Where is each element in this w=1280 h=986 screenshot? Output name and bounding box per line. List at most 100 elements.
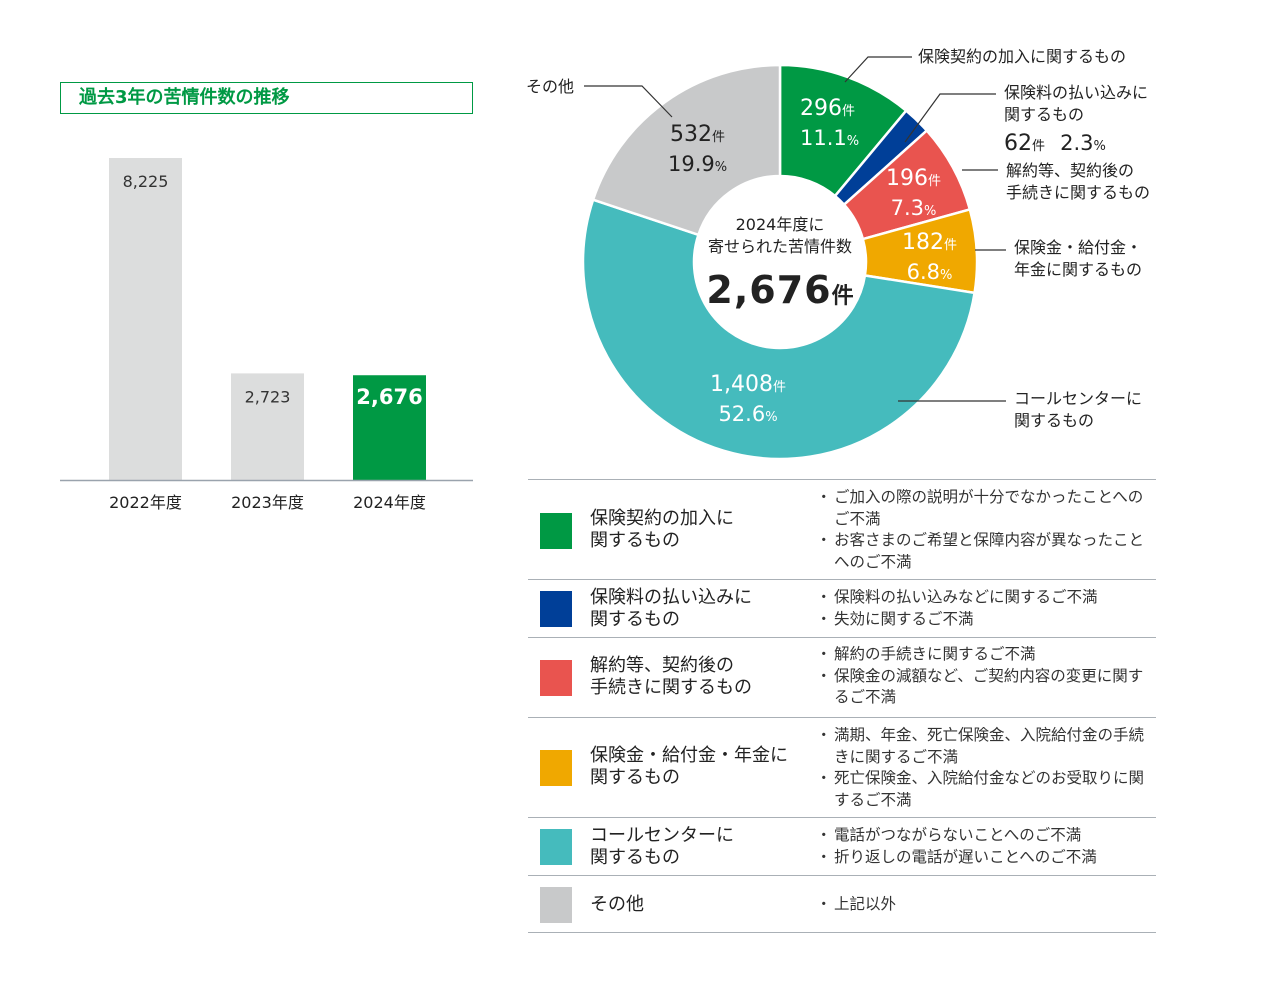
legend-category: 保険料の払い込みに 関するもの (590, 587, 752, 631)
legend-desc: 電話がつながらないことへのご不満 折り返しの電話が遅いことへのご不満 (816, 825, 1148, 868)
slice-pct: 7.3 (890, 196, 925, 220)
donut-slice-call (581, 198, 976, 461)
slice-unit: 件 (772, 380, 786, 395)
donut-center-line1: 2024年度に (735, 215, 825, 234)
bar-value-label: 8,225 (123, 172, 169, 191)
slice-unit: 件 (842, 104, 856, 119)
legend-row: 保険金・給付金・年金に 関するもの 満期、年金、死亡保険金、入院給付金の手続きに… (528, 717, 1156, 817)
legend-swatch (540, 829, 572, 865)
legend-desc-item: 保険金の減額など、ご契約内容の変更に関するご不満 (816, 666, 1148, 709)
slice-count: 1,408 (710, 372, 773, 397)
callout-line: 解約等、契約後の (1006, 161, 1135, 180)
legend-desc: 満期、年金、死亡保険金、入院給付金の手続きに関するご不満 死亡保険金、入院給付金… (816, 725, 1148, 811)
legend-desc-item: 電話がつながらないことへのご不満 (816, 825, 1148, 847)
legend-category-line: 保険金・給付金・年金に (590, 745, 788, 766)
legend-category-line: コールセンターに (590, 825, 734, 846)
slice-count: 196 (886, 166, 928, 191)
legend-category-line: 保険料の払い込みに (590, 587, 752, 608)
legend-desc-item: ご加入の際の説明が十分でなかったことへのご不満 (816, 487, 1148, 530)
callout-line: 年金に関するもの (1014, 260, 1143, 279)
slice-unit: 件 (944, 238, 958, 253)
legend-row: 保険料の払い込みに 関するもの 保険料の払い込みなどに関するご不満 失効に関する… (528, 579, 1156, 637)
legend-desc-item: 上記以外 (816, 894, 1148, 916)
slice-unit: 件 (712, 130, 726, 145)
legend-category-line: 関するもの (590, 609, 680, 630)
legend-table: 保険契約の加入に 関するもの ご加入の際の説明が十分でなかったことへのご不満 お… (528, 479, 1156, 933)
legend-row: 保険契約の加入に 関するもの ご加入の際の説明が十分でなかったことへのご不満 お… (528, 479, 1156, 579)
legend-desc: 保険料の払い込みなどに関するご不満 失効に関するご不満 (816, 587, 1148, 630)
legend-swatch (540, 750, 572, 786)
bar-chart-title: 過去3年の苦情件数の推移 (60, 82, 473, 114)
legend-swatch (540, 513, 572, 549)
bar-value-label: 2,723 (245, 387, 291, 406)
callout-value: 62 (1004, 131, 1032, 156)
donut-chart (581, 56, 1006, 461)
slice-pct-unit: % (924, 204, 937, 219)
legend-desc-item: 折り返しの電話が遅いことへのご不満 (816, 847, 1148, 869)
slice-label-hokenkin: 182件 6.8% (902, 230, 957, 289)
callout-line: 保険料の払い込みに (1004, 83, 1149, 102)
callout-line: コールセンターに (1014, 389, 1143, 408)
callout-kanyuu: 保険契約の加入に関するもの (918, 47, 1127, 66)
legend-category: 保険契約の加入に 関するもの (590, 508, 734, 552)
legend-category-line: 関するもの (590, 847, 680, 868)
donut-center-line2: 寄せられた苦情件数 (707, 237, 852, 256)
legend-swatch (540, 660, 572, 696)
bar-category-label: 2024年度 (353, 493, 426, 512)
legend-category: 解約等、契約後の 手続きに関するもの (590, 655, 752, 699)
slice-pct-unit: % (940, 268, 953, 283)
slice-unit: 件 (928, 174, 942, 189)
legend-desc: 上記以外 (816, 894, 1148, 916)
callout-pct-unit: % (1093, 139, 1106, 154)
legend-category: 保険金・給付金・年金に 関するもの (590, 745, 788, 789)
legend-swatch (540, 887, 572, 923)
callout-hokenkin: 保険金・給付金・ 年金に関するもの (1014, 237, 1142, 281)
legend-category: コールセンターに 関するもの (590, 825, 734, 869)
callout-haraikomi: 保険料の払い込みに 関するもの 62件 2.3% (1004, 82, 1148, 160)
slice-pct-unit: % (846, 134, 860, 149)
legend-category-line: その他 (590, 894, 644, 915)
legend-desc-item: お客さまのご希望と保障内容が異なったことへのご不満 (816, 530, 1148, 573)
donut-total-value: 2,676 (706, 268, 832, 312)
slice-pct-unit: % (714, 160, 728, 175)
slice-label-kaiyaku: 196件 7.3% (886, 166, 941, 225)
legend-desc: ご加入の際の説明が十分でなかったことへのご不満 お客さまのご希望と保障内容が異な… (816, 487, 1148, 573)
bar-category-label: 2022年度 (109, 493, 182, 512)
leader-haraikomi (904, 93, 996, 143)
slice-count: 532 (670, 122, 713, 147)
leader-other (584, 85, 673, 118)
slice-pct: 6.8 (906, 260, 941, 284)
leader-kanyuu (844, 56, 912, 83)
bar-2023年度 (231, 373, 304, 480)
callout-kaiyaku: 解約等、契約後の 手続きに関するもの (1006, 160, 1150, 204)
callout-unit: 件 (1032, 139, 1046, 154)
slice-pct: 52.6 (718, 402, 766, 426)
legend-desc-item: 満期、年金、死亡保険金、入院給付金の手続きに関するご不満 (816, 725, 1148, 768)
legend-row: 解約等、契約後の 手続きに関するもの 解約の手続きに関するご不満 保険金の減額な… (528, 637, 1156, 717)
bar-chart: 8,225 2022年度 2,723 2023年度 2,676 2024年度 (60, 158, 473, 512)
donut-center-total: 2,676件 (700, 268, 860, 320)
legend-desc-item: 解約の手続きに関するご不満 (816, 644, 1148, 666)
legend-category-line: 関するもの (590, 767, 680, 788)
callout-line: 保険金・給付金・ (1014, 238, 1143, 257)
legend-category-line: 保険契約の加入に (590, 508, 734, 529)
callout-line: 関するもの (1004, 105, 1085, 124)
donut-total-unit: 件 (831, 284, 854, 309)
slice-label-kanyuu: 296件 11.1% (800, 96, 859, 155)
bar-2024年度 (353, 375, 426, 480)
legend-swatch (540, 591, 572, 627)
callout-line: 手続きに関するもの (1006, 183, 1151, 202)
slice-pct: 11.1 (800, 126, 847, 150)
slice-pct: 19.9 (668, 152, 715, 176)
bar-category-label: 2023年度 (231, 493, 304, 512)
legend-category-line: 手続きに関するもの (590, 677, 752, 698)
legend-desc-item: 保険料の払い込みなどに関するご不満 (816, 587, 1148, 609)
legend-desc: 解約の手続きに関するご不満 保険金の減額など、ご契約内容の変更に関するご不満 (816, 644, 1148, 709)
legend-category-line: 解約等、契約後の (590, 655, 734, 676)
legend-desc-item: 死亡保険金、入院給付金などのお受取りに関するご不満 (816, 768, 1148, 811)
bar-2022年度 (109, 158, 182, 480)
legend-row: その他 上記以外 (528, 875, 1156, 933)
donut-slice-other (591, 63, 782, 237)
slice-label-other: 532件 19.9% (668, 122, 727, 181)
legend-desc-item: 失効に関するご不満 (816, 609, 1148, 631)
